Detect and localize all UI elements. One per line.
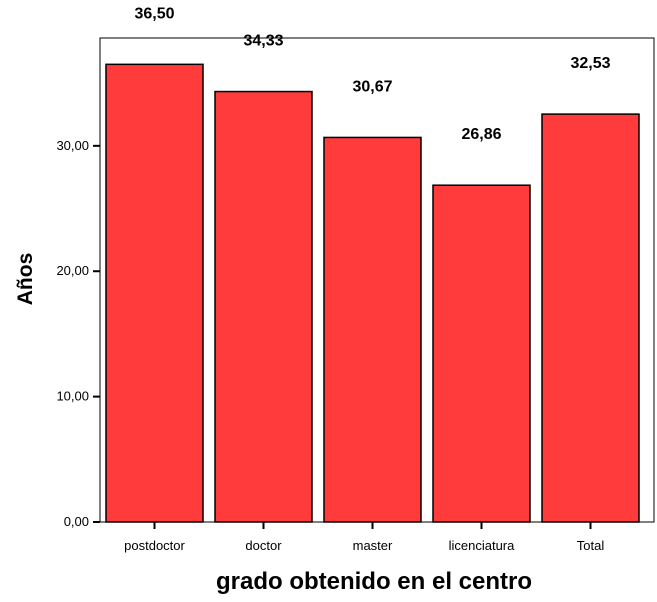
y-tick-label: 30,00 [56, 138, 89, 153]
bar [214, 90, 313, 523]
y-tick-label: 10,00 [56, 389, 89, 404]
x-tick-label: postdoctor [124, 538, 185, 553]
data-labels: 36,50 34,33 30,67 26,86 32,53 [134, 5, 610, 143]
x-tick-label: Total [577, 538, 605, 553]
x-tick-label: master [353, 538, 393, 553]
bar [105, 63, 204, 523]
x-tick-label: licenciatura [449, 538, 516, 553]
x-axis-title: grado obtenido en el centro [216, 568, 532, 595]
data-label: 32,53 [570, 55, 610, 72]
x-tick-label: doctor [245, 538, 282, 553]
data-label: 30,67 [352, 78, 392, 95]
data-label: 26,86 [461, 126, 501, 143]
data-label: 36,50 [134, 5, 174, 22]
bar [323, 136, 422, 523]
y-tick-label: 0,00 [64, 514, 89, 529]
data-label: 34,33 [243, 33, 283, 50]
bars [105, 63, 640, 523]
y-tick-label: 20,00 [56, 263, 89, 278]
bar [432, 184, 531, 523]
bar [541, 113, 640, 523]
y-axis: 0,00 10,00 20,00 30,00 [56, 138, 100, 529]
y-axis-title: Años [14, 253, 37, 306]
x-axis: postdoctor doctor master licenciatura Total [124, 522, 604, 553]
